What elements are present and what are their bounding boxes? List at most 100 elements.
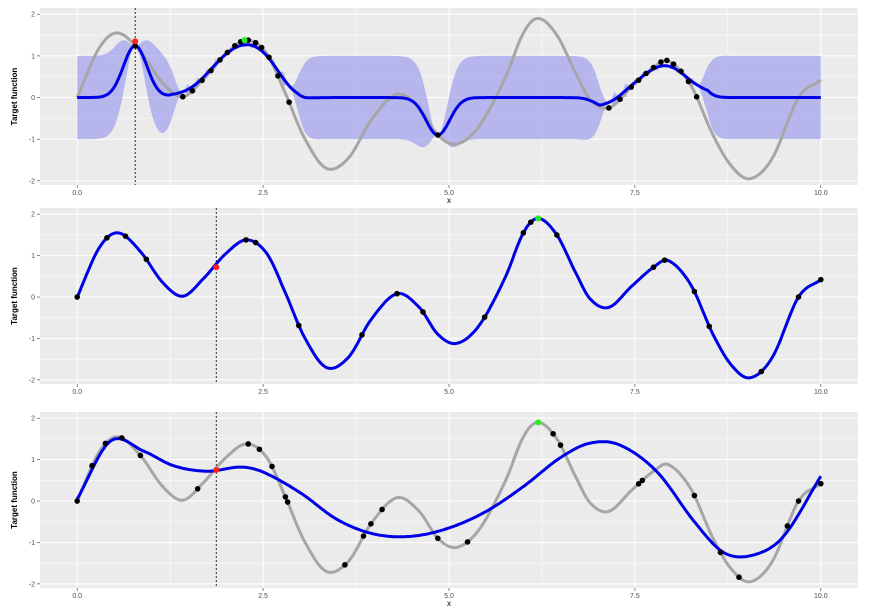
panel-1-data-point-11 bbox=[258, 44, 265, 51]
panel-1-data-point-19 bbox=[635, 77, 642, 84]
panel-2-data-point-11 bbox=[520, 230, 527, 236]
panel-3-data-point-26 bbox=[818, 480, 824, 487]
panel-1-data-point-7 bbox=[232, 42, 238, 49]
panel-3-fit-line bbox=[75, 437, 823, 559]
panel-3-red-point bbox=[213, 466, 220, 473]
panel-1-data-point-25 bbox=[678, 68, 684, 75]
panel-3-data-point-9 bbox=[282, 494, 289, 500]
panel-3-data-point-12 bbox=[360, 533, 367, 539]
panel-2-data-point-19 bbox=[795, 294, 802, 300]
panel-3-data-point-10 bbox=[284, 499, 291, 505]
panel-3-data-point-18 bbox=[557, 442, 564, 448]
panel-1-data-point-18 bbox=[628, 84, 634, 90]
panel-1-points bbox=[132, 37, 700, 138]
panel-2-data-point-6 bbox=[295, 322, 302, 329]
panel-2-xtick-label-0: 0.0 bbox=[72, 389, 82, 396]
panel-1-data-point-12 bbox=[266, 54, 272, 61]
panel-2-data-point-8 bbox=[394, 290, 400, 297]
panel-2: 0.0 2.5 5.0 7.5 10.0 -2 -1 0 1 2 Target function bbox=[10, 208, 858, 396]
panel-1-data-point-2 bbox=[189, 88, 196, 94]
panel-3-xtick-label-2: 5.0 bbox=[444, 593, 454, 600]
panel-3-ticks: 0.0 2.5 5.0 7.5 10.0 -2 -1 0 1 2 bbox=[29, 416, 828, 600]
panel-1-data-point-21 bbox=[650, 64, 657, 71]
panel-2-data-point-14 bbox=[650, 264, 657, 271]
panel-3-points bbox=[74, 419, 824, 581]
panel-2-points bbox=[74, 215, 824, 375]
panel-3-xtick-label-3: 7.5 bbox=[630, 593, 640, 600]
panel-1-data-point-14 bbox=[286, 99, 292, 105]
panel-1-xtick-label-4: 10.0 bbox=[814, 190, 828, 197]
panel-1-ytick-label-3: 1 bbox=[31, 53, 35, 60]
panel-3-ytick-label-4: 2 bbox=[31, 416, 35, 423]
panel-1-data-point-0 bbox=[132, 43, 138, 49]
panel-3-xtick-label-0: 0.0 bbox=[72, 593, 82, 600]
panel-1-ticks: 0.0 2.5 5.0 7.5 10.0 -2 -1 0 1 2 bbox=[29, 12, 828, 197]
panel-3-data-point-5 bbox=[194, 486, 201, 492]
panel-2-data-point-3 bbox=[143, 256, 150, 263]
panel-1-data-point-27 bbox=[693, 94, 700, 100]
panel-1-data-point-6 bbox=[224, 49, 231, 56]
panel-2-data-point-15 bbox=[661, 257, 668, 263]
panel-1-band-area bbox=[77, 40, 821, 148]
panel-3-data-point-16 bbox=[464, 539, 471, 545]
panel-1-data-point-1 bbox=[179, 93, 186, 100]
panel-1-data-point-24 bbox=[670, 61, 677, 67]
panel-1-red-point bbox=[132, 38, 139, 45]
panel-3-fit-curve bbox=[75, 437, 823, 559]
panel-3-data-point-8 bbox=[269, 463, 275, 470]
panel-2-data-point-17 bbox=[706, 323, 713, 330]
panel-2-ytick-label-1: -1 bbox=[29, 336, 35, 343]
panel-1-xlabel: x bbox=[447, 196, 451, 205]
panel-1-ytick-label-2: 0 bbox=[31, 95, 35, 102]
panel-3-data-point-0 bbox=[74, 498, 80, 504]
panel-3-data-point-14 bbox=[379, 506, 385, 513]
panel-1-data-point-22 bbox=[658, 59, 664, 65]
panel-3-xtick-label-4: 10.0 bbox=[814, 593, 828, 600]
panel-1-ytick-label-1: -1 bbox=[29, 137, 35, 144]
panel-3-ytick-label-0: -2 bbox=[29, 581, 35, 588]
panel-2-xtick-label-3: 7.5 bbox=[630, 389, 640, 396]
panel-1-data-point-16 bbox=[606, 105, 612, 111]
panel-3-data-point-25 bbox=[795, 498, 802, 504]
panel-2-data-point-4 bbox=[243, 237, 249, 243]
panel-3-data-point-21 bbox=[691, 492, 698, 499]
panel-3-ytick-label-1: -1 bbox=[29, 540, 35, 547]
panel-1-xtick-label-0: 0.0 bbox=[72, 190, 82, 197]
panel-3-ytick-label-3: 1 bbox=[31, 457, 35, 464]
panel-3-target-line bbox=[75, 420, 822, 584]
panel-2-xtick-label-2: 5.0 bbox=[444, 389, 454, 396]
panel-2-green-point bbox=[535, 215, 542, 222]
panel-3-data-point-19 bbox=[635, 481, 642, 487]
panel-2-data-point-5 bbox=[252, 239, 259, 246]
panel-3-data-point-7 bbox=[256, 446, 263, 453]
panel-1-data-point-5 bbox=[217, 57, 223, 63]
panel-1-data-point-3 bbox=[199, 77, 205, 84]
panel-2-grid bbox=[40, 208, 858, 384]
panel-2-xtick-label-4: 10.0 bbox=[814, 389, 828, 396]
panel-3-data-point-13 bbox=[368, 521, 374, 527]
panel-1-green-point bbox=[241, 37, 248, 44]
panel-3-grid bbox=[40, 412, 858, 588]
panel-3-data-point-15 bbox=[435, 535, 441, 542]
panel-1-xtick-label-2: 5.0 bbox=[444, 190, 454, 197]
panel-1-ylabel: Target function bbox=[10, 68, 19, 126]
panel-1-ytick-label-4: 2 bbox=[31, 12, 35, 19]
panel-2-data-point-1 bbox=[104, 235, 110, 241]
panel-2-data-point-13 bbox=[554, 232, 560, 238]
panel-3-data-point-2 bbox=[102, 440, 109, 447]
panel-1-data-point-20 bbox=[643, 70, 649, 77]
panel-2-ticks: 0.0 2.5 5.0 7.5 10.0 -2 -1 0 1 2 bbox=[29, 212, 828, 396]
panel-3-data-point-1 bbox=[89, 462, 95, 469]
panel-3-data-point-6 bbox=[245, 441, 252, 447]
panel-2-xtick-label-1: 2.5 bbox=[258, 389, 268, 396]
panel-2-data-point-12 bbox=[528, 219, 534, 225]
panel-2-ylabel: Target function bbox=[10, 267, 19, 325]
panel-3-ytick-label-2: 0 bbox=[31, 499, 35, 506]
panel-3-xtick-label-1: 2.5 bbox=[258, 593, 268, 600]
panel-2-ytick-label-2: 0 bbox=[31, 295, 35, 302]
panel-1-data-point-26 bbox=[685, 78, 692, 85]
panel-1-data-point-10 bbox=[252, 39, 259, 46]
panel-2-ytick-label-3: 1 bbox=[31, 253, 35, 260]
panel-2-ytick-label-0: -2 bbox=[29, 377, 35, 384]
